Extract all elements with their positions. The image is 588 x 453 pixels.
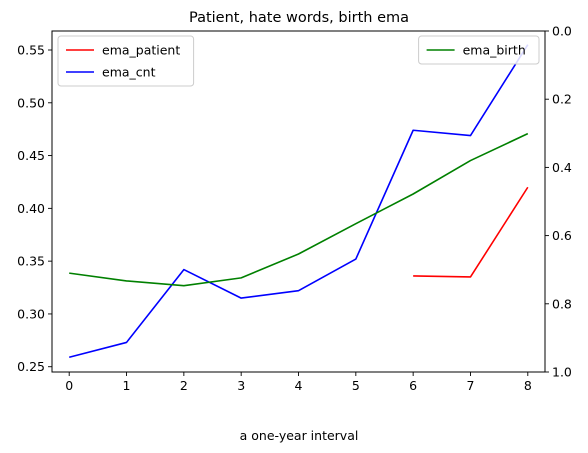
y2-tick-label: 0.0 xyxy=(552,24,572,39)
x-tick-label: 6 xyxy=(409,378,417,393)
series-line-ema_patient xyxy=(413,186,529,278)
legend-upper-right: ema_birth xyxy=(418,35,540,65)
legend-label-ema_birth: ema_birth xyxy=(463,43,526,58)
y-tick-label: 0.50 xyxy=(17,95,45,110)
x-tick-label: 4 xyxy=(295,378,303,393)
series-line-ema_birth xyxy=(69,132,529,287)
x-tick-label: 7 xyxy=(467,378,475,393)
x-tick-label: 3 xyxy=(237,378,245,393)
y2-tick-label: 1.0 xyxy=(552,365,572,380)
y2-tick-label: 0.4 xyxy=(552,160,572,175)
y-tick-label: 0.25 xyxy=(17,359,45,374)
y-tick-label: 0.30 xyxy=(17,306,45,321)
x-tick-label: 0 xyxy=(65,378,73,393)
chart-title: Patient, hate words, birth ema xyxy=(189,10,409,26)
series-line-ema_cnt xyxy=(69,44,529,358)
x-tick-label: 8 xyxy=(524,378,532,393)
y-tick-label: 0.55 xyxy=(17,43,45,58)
y2-tick-label: 0.6 xyxy=(552,228,572,243)
plot-area: 0 1 2 3 4 5 6 7 8 0.25 0.30 0.35 0.40 0.45 0.50 0.55 0.0… xyxy=(17,24,572,394)
legend-label-ema_patient: ema_patient xyxy=(102,43,180,58)
x-axis-label: a one-year interval xyxy=(240,428,359,443)
y-tick-label: 0.40 xyxy=(17,201,45,216)
y-tick-label: 0.35 xyxy=(17,254,45,269)
y2-tick-label: 0.2 xyxy=(552,92,572,107)
legend-upper-left: ema_patient ema_cnt xyxy=(57,35,195,87)
x-tick-label: 2 xyxy=(180,378,188,393)
legend-label-ema_cnt: ema_cnt xyxy=(102,65,156,80)
x-tick-label: 5 xyxy=(352,378,360,393)
legend-box xyxy=(418,35,540,65)
y2-tick-label: 0.8 xyxy=(552,296,572,311)
y-tick-label: 0.45 xyxy=(17,148,45,163)
legend-box xyxy=(57,35,195,87)
x-tick-label: 1 xyxy=(123,378,131,393)
